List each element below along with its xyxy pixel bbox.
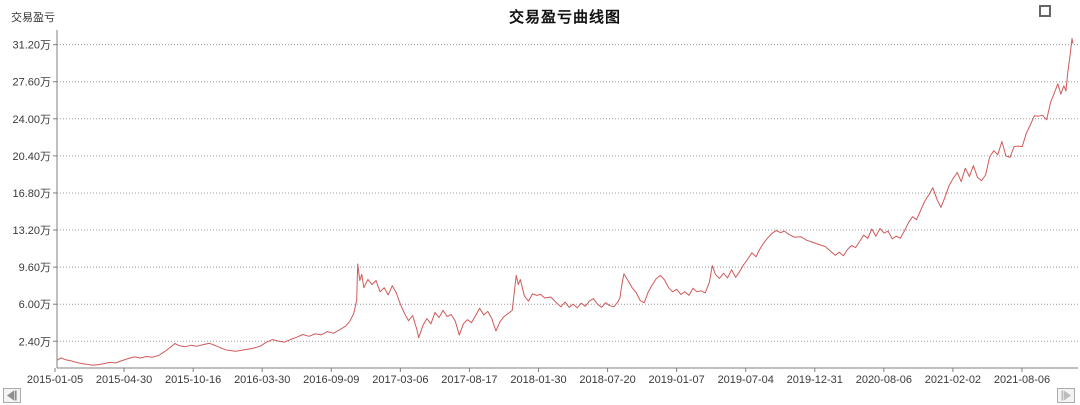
x-tick-label: 2020-08-06 — [856, 374, 912, 386]
x-tick-label: 2017-08-17 — [441, 374, 497, 386]
page-right-icon — [1061, 390, 1071, 401]
x-tick-label: 2021-08-06 — [994, 374, 1050, 386]
x-tick-label: 2019-12-31 — [787, 374, 843, 386]
page-right-button[interactable] — [1057, 388, 1075, 403]
y-tick-label: 13.20万 — [12, 225, 51, 237]
x-tick-label: 2016-03-30 — [234, 374, 290, 386]
y-tick-label: 6.00万 — [19, 299, 51, 311]
maximize-icon[interactable] — [1039, 5, 1051, 17]
y-tick-label: 24.00万 — [12, 114, 51, 126]
y-tick-label: 16.80万 — [12, 188, 51, 200]
y-tick-label: 31.20万 — [12, 40, 51, 52]
y-tick-label: 20.40万 — [12, 151, 51, 163]
x-tick-label: 2019-07-04 — [718, 374, 774, 386]
y-tick-label: 27.60万 — [12, 77, 51, 89]
page-left-icon — [7, 390, 17, 401]
y-axis-title: 交易盈亏 — [11, 12, 55, 24]
page-left-button[interactable] — [3, 388, 21, 403]
profit-loss-line — [56, 38, 1074, 366]
x-tick-label: 2018-01-30 — [510, 374, 566, 386]
x-tick-label: 2015-01-05 — [27, 374, 83, 386]
chart-title: 交易盈亏曲线图 — [508, 9, 621, 26]
x-tick-label: 2015-10-16 — [165, 374, 221, 386]
y-tick-label: 2.40万 — [19, 336, 51, 348]
x-tick-label: 2015-04-30 — [96, 374, 152, 386]
x-tick-label: 2016-09-09 — [303, 374, 359, 386]
x-tick-label: 2018-07-20 — [579, 374, 635, 386]
y-tick-label: 9.60万 — [19, 262, 51, 274]
x-tick-label: 2017-03-06 — [372, 374, 428, 386]
x-tick-label: 2019-01-07 — [649, 374, 705, 386]
x-tick-label: 2021-02-02 — [925, 374, 981, 386]
